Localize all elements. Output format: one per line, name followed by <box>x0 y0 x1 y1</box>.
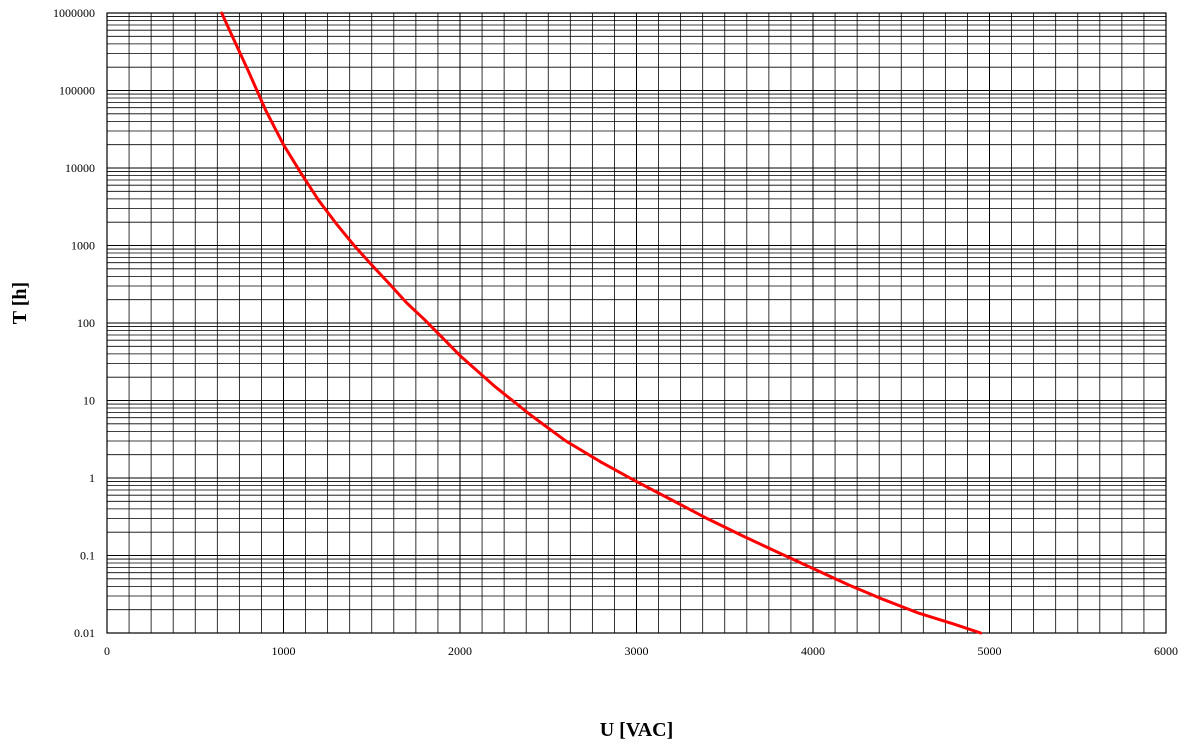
y-tick-label: 1000 <box>71 239 95 253</box>
x-tick-label: 1000 <box>272 644 296 658</box>
x-tick-label: 5000 <box>978 644 1002 658</box>
x-axis-title: U [VAC] <box>600 719 674 741</box>
series-layer <box>220 11 983 635</box>
x-axis-ticks: 0 1000 2000 3000 4000 5000 6000 <box>104 644 1178 658</box>
y-tick-label: 100000 <box>59 84 95 98</box>
y-tick-label: 10 <box>83 394 95 408</box>
y-axis-ticks: 0.01 0.1 1 10 100 1000 10000 100000 1000000 <box>53 6 95 640</box>
y-tick-label: 0.01 <box>74 626 95 640</box>
y-axis-title: T [h] <box>9 282 31 324</box>
y-tick-label: 1000000 <box>53 6 95 20</box>
grid-layer <box>106 12 1167 634</box>
x-tick-label: 0 <box>104 644 110 658</box>
x-tick-label: 6000 <box>1154 644 1178 658</box>
y-tick-label: 1 <box>89 471 95 485</box>
plot-frame <box>106 12 1167 634</box>
y-tick-label: 0.1 <box>80 549 95 563</box>
series-line-0 <box>220 11 983 635</box>
x-tick-label: 2000 <box>448 644 472 658</box>
x-tick-label: 4000 <box>801 644 825 658</box>
y-tick-label: 100 <box>77 316 95 330</box>
y-tick-label: 10000 <box>65 161 95 175</box>
x-tick-label: 3000 <box>625 644 649 658</box>
